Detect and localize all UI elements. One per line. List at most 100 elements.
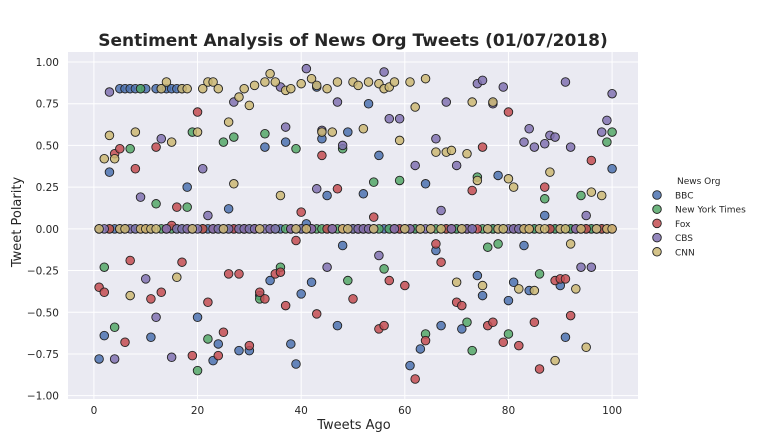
data-point (394, 135, 405, 146)
data-point (451, 277, 462, 287)
data-point (280, 137, 291, 147)
data-point (405, 360, 415, 371)
data-point (322, 262, 332, 272)
data-point (109, 354, 120, 364)
data-point (311, 80, 322, 91)
data-point (317, 150, 327, 161)
data-point (104, 87, 115, 97)
data-point (467, 224, 477, 234)
data-point (560, 332, 571, 343)
data-point (120, 224, 130, 234)
data-point (332, 320, 343, 331)
data-point (441, 97, 452, 107)
data-point (130, 127, 141, 137)
data-point (327, 127, 338, 137)
data-point (161, 224, 172, 234)
data-point (156, 83, 167, 94)
data-point (301, 224, 312, 234)
data-point (244, 340, 255, 351)
data-point (234, 269, 244, 279)
data-point (415, 224, 426, 234)
data-point (296, 289, 306, 299)
data-point (280, 300, 291, 311)
data-point (576, 262, 586, 272)
data-point (560, 77, 571, 87)
data-point (363, 77, 374, 87)
data-point (203, 210, 213, 221)
data-point (503, 295, 514, 306)
data-point (514, 340, 524, 351)
data-point (140, 274, 151, 284)
data-point (218, 224, 229, 234)
legend-label: CNN (675, 248, 695, 258)
data-point (482, 242, 493, 252)
data-point (218, 137, 229, 147)
data-point (431, 133, 441, 144)
data-point (539, 138, 550, 149)
data-point (192, 312, 203, 323)
data-point (311, 309, 322, 319)
data-point (586, 187, 597, 197)
legend: News Org BBC New York Times Fox CBS CNN (652, 177, 746, 258)
legend-marker (652, 190, 662, 200)
data-point (400, 224, 410, 234)
data-point (192, 107, 203, 117)
data-point (327, 224, 338, 234)
data-point (192, 127, 203, 137)
data-point (151, 199, 161, 209)
data-point (130, 164, 141, 174)
data-point (296, 207, 306, 217)
data-point (394, 175, 405, 186)
data-point (519, 137, 529, 147)
data-point (104, 167, 115, 177)
data-point (420, 73, 431, 84)
data-point (576, 190, 586, 201)
legend-entry: CNN (652, 247, 695, 258)
data-point (596, 190, 607, 201)
data-point (270, 224, 281, 234)
data-point (286, 339, 296, 349)
data-point (534, 364, 545, 374)
data-point (581, 210, 591, 221)
data-point (379, 320, 389, 331)
data-point (177, 257, 187, 267)
data-point (514, 284, 524, 294)
data-point (161, 77, 172, 87)
data-point (291, 235, 301, 246)
y-tick-label: 0.50 (36, 140, 59, 152)
data-point (249, 80, 260, 91)
legend-title: News Org (677, 177, 721, 187)
data-point (166, 137, 177, 147)
legend-label: CBS (675, 234, 693, 244)
data-point (374, 250, 384, 261)
data-point (286, 83, 296, 94)
data-point (265, 68, 275, 79)
data-point (446, 145, 457, 156)
data-point (254, 287, 265, 297)
data-point (389, 224, 400, 234)
data-point (337, 140, 348, 151)
x-tick-label: 80 (502, 405, 515, 417)
data-point (343, 275, 353, 286)
data-point (291, 224, 301, 234)
legend-marker (652, 247, 662, 257)
data-point (384, 113, 395, 124)
data-point (462, 317, 472, 328)
data-point (560, 274, 571, 284)
data-point (135, 83, 146, 94)
data-point (498, 337, 509, 348)
data-point (223, 269, 234, 279)
legend-entry: New York Times (652, 204, 746, 216)
data-point (234, 92, 244, 102)
legend-label: Fox (675, 220, 691, 230)
data-point (187, 350, 198, 361)
data-point (607, 224, 617, 234)
legend-entry: CBS (652, 232, 693, 244)
data-point (607, 164, 617, 174)
data-point (260, 128, 270, 139)
data-point (539, 194, 550, 204)
data-point (151, 142, 161, 152)
data-point (420, 179, 431, 189)
data-point (436, 205, 446, 216)
